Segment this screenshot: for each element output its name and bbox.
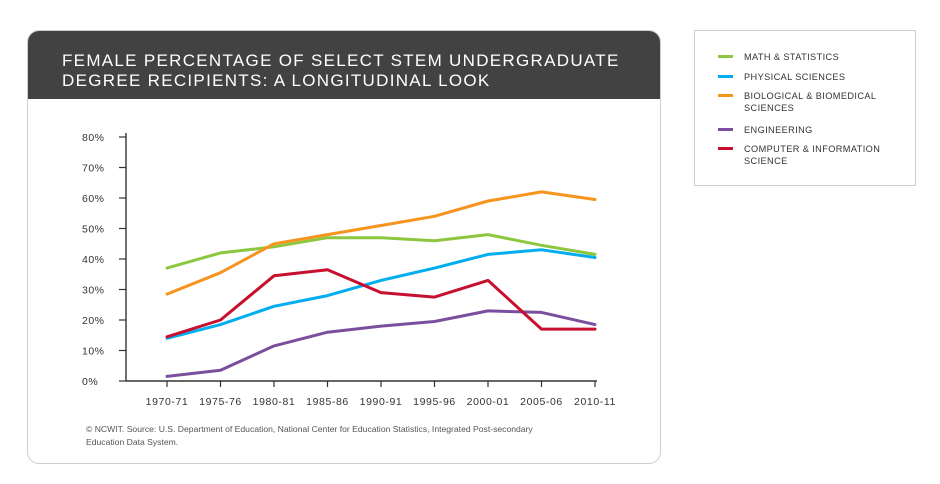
x-tick-label: 1995-96 bbox=[413, 396, 456, 408]
x-tick-label: 1975-76 bbox=[199, 396, 242, 408]
y-tick-label: 10% bbox=[82, 346, 105, 358]
legend-item: COMPUTER & INFORMATION SCIENCE bbox=[718, 143, 904, 167]
legend-item: PHYSICAL SCIENCES bbox=[718, 71, 904, 83]
line-chart: 0% 10% 20% 30% 40% 50% 60% 70% 80% 1970-71 1975-76… bbox=[82, 132, 616, 408]
legend-swatch bbox=[718, 75, 733, 78]
y-tick-label: 30% bbox=[82, 285, 105, 297]
y-tick-label: 70% bbox=[82, 163, 105, 175]
x-tick-label: 1985-86 bbox=[306, 396, 349, 408]
x-tick-label: 1970-71 bbox=[146, 396, 189, 408]
legend-label: COMPUTER & INFORMATION SCIENCE bbox=[744, 144, 881, 166]
x-tick-label: 1990-91 bbox=[360, 396, 403, 408]
chart-card: FEMALE PERCENTAGE OF SELECT STEM UNDERGR… bbox=[27, 30, 661, 464]
chart-title: FEMALE PERCENTAGE OF SELECT STEM UNDERGR… bbox=[62, 51, 620, 90]
series-line-math-statistics bbox=[165, 233, 597, 270]
y-tick-label: 50% bbox=[82, 224, 105, 236]
x-tick-label: 2000-01 bbox=[467, 396, 510, 408]
y-tick-label: 0% bbox=[82, 376, 98, 388]
y-tick-label: 20% bbox=[82, 315, 105, 327]
series-line-biological-biomedical-sciences bbox=[165, 190, 597, 296]
legend-swatch bbox=[718, 55, 733, 58]
y-tick-label: 40% bbox=[82, 254, 105, 266]
x-tick-label: 2010-11 bbox=[574, 396, 616, 408]
legend-label: ENGINEERING bbox=[744, 125, 813, 135]
x-tick-label: 2005-06 bbox=[520, 396, 563, 408]
x-tick-label: 1980-81 bbox=[253, 396, 296, 408]
legend-item: MATH & STATISTICS bbox=[718, 51, 904, 63]
legend-item: ENGINEERING bbox=[718, 124, 904, 136]
y-tick-label: 80% bbox=[82, 132, 105, 144]
series-line-computer-information-science bbox=[165, 268, 597, 339]
legend-swatch bbox=[718, 94, 733, 97]
legend-swatch bbox=[718, 128, 733, 131]
legend-swatch bbox=[718, 147, 733, 150]
chart-legend: MATH & STATISTICS PHYSICAL SCIENCES BIOLOG… bbox=[694, 30, 916, 186]
title-bar: FEMALE PERCENTAGE OF SELECT STEM UNDERGR… bbox=[28, 31, 660, 99]
legend-label: PHYSICAL SCIENCES bbox=[744, 72, 846, 82]
series-line-physical-sciences bbox=[165, 248, 597, 340]
legend-item: BIOLOGICAL & BIOMEDICAL SCIENCES bbox=[718, 90, 904, 114]
y-tick-label: 60% bbox=[82, 193, 105, 205]
legend-label: MATH & STATISTICS bbox=[744, 52, 840, 62]
legend-label: BIOLOGICAL & BIOMEDICAL SCIENCES bbox=[744, 91, 877, 113]
source-note: © NCWIT. Source: U.S. Department of Educ… bbox=[86, 424, 533, 447]
